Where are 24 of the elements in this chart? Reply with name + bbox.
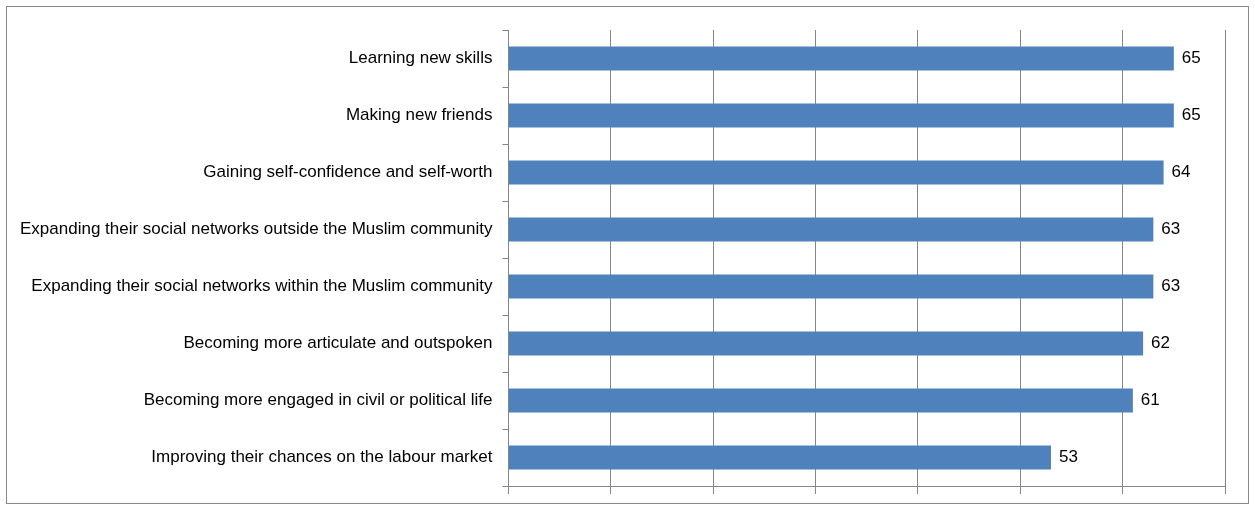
y-tick-label: Expanding their social networks within the Muslim community [31, 276, 493, 296]
y-tick-label: Gaining self-confidence and self-worth [203, 162, 493, 182]
bar [508, 217, 1154, 242]
y-tick-label: Improving their chances on the labour market [151, 447, 493, 467]
y-tick-label: Learning new skills [348, 48, 493, 68]
y-tick-label: Becoming more engaged in civil or political life [143, 390, 493, 410]
bar [508, 445, 1051, 470]
data-label: 63 [1161, 276, 1181, 296]
data-label: 64 [1171, 162, 1191, 182]
data-label: 62 [1151, 333, 1171, 353]
bar [508, 274, 1154, 299]
data-label: 65 [1181, 48, 1201, 68]
data-label: 53 [1058, 447, 1078, 467]
bar [508, 388, 1133, 413]
y-tick-label: Becoming more articulate and outspoken [183, 333, 493, 353]
bar [508, 331, 1144, 356]
y-tick-label: Expanding their social networks outside the Muslim community [19, 219, 493, 239]
data-label: 65 [1181, 105, 1201, 125]
bar [508, 103, 1174, 128]
y-tick-label: Making new friends [345, 105, 493, 125]
bar [508, 46, 1174, 71]
data-label: 61 [1140, 390, 1160, 410]
bar [508, 160, 1164, 185]
data-label: 63 [1161, 219, 1181, 239]
